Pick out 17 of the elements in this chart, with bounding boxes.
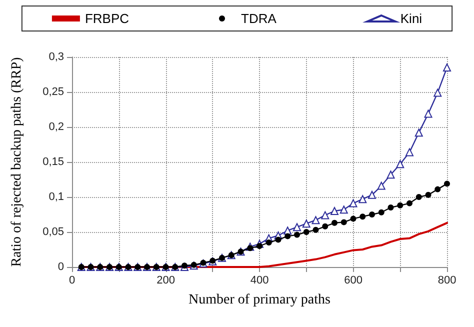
x-axis-title: Number of primary paths xyxy=(188,292,330,308)
y-axis-title: Ratio of rejected backup paths (RRP) xyxy=(10,56,24,267)
legend-label: Kini xyxy=(400,11,422,26)
y-tick-label: 0,05 xyxy=(42,226,64,238)
x-tick-label: 800 xyxy=(438,274,456,286)
y-tick-label: 0,25 xyxy=(42,86,64,98)
x-tick-label: 0 xyxy=(68,274,76,286)
y-tick-label: 0,2 xyxy=(48,121,64,133)
x-tick-label: 200 xyxy=(156,274,175,286)
y-tick-label: 0,1 xyxy=(48,191,64,203)
x-tick-label: 400 xyxy=(250,274,269,286)
legend-label: FRBPC xyxy=(84,11,129,26)
y-tick-label: 0,15 xyxy=(42,156,64,168)
legend-label: TDRA xyxy=(240,11,277,26)
x-tick-label: 600 xyxy=(344,274,362,286)
y-tick-label: 0 xyxy=(58,261,64,273)
y-tick-label: 0,3 xyxy=(48,51,64,63)
